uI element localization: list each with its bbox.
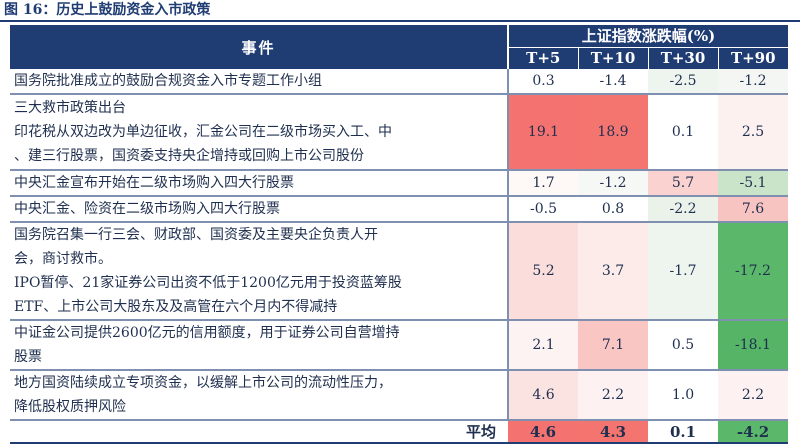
table-row: 中央汇金、险资在二级市场购入四大行股票 -0.5 0.8 -2.2 7.6 (10, 196, 789, 223)
value-cell: 7.1 (578, 320, 648, 371)
value-cell: 19.1 (508, 94, 578, 171)
table-row: 中证金公司提供2600亿元的信用额度，用于证券公司自营增持 股票 2.1 7.1… (10, 320, 789, 371)
value-cell: 2.2 (578, 370, 648, 421)
value-cell: -17.2 (718, 222, 789, 321)
event-text: 、建三行股票，国资委支持央企增持或回购上市公司股份 (14, 148, 364, 164)
value-cell: 0.5 (648, 320, 718, 371)
table-row: 三大救市政策出台 印花税从双边改为单边征收，汇金公司在二级市场买入工、中 、建三… (10, 94, 789, 171)
event-cell: 地方国资陆续成立专项资金，以缓解上市公司的流动性压力， 降低股权质押风险 (10, 370, 509, 421)
index-change-group-header: 上证指数涨跌幅(%) (508, 25, 789, 47)
value-cell: -18.1 (718, 320, 789, 371)
event-text: 股票 (14, 349, 42, 365)
value-cell: 2.1 (508, 320, 578, 371)
event-text: 印花税从双边改为单边征收，汇金公司在二级市场买入工、中 (14, 124, 392, 140)
value-cell: 5.2 (508, 222, 578, 321)
event-text: 地方国资陆续成立专项资金，以缓解上市公司的流动性压力， (14, 375, 392, 391)
value-cell: 1.0 (648, 370, 718, 421)
table-row: 中央汇金宣布开始在二级市场购入四大行股票 1.7 -1.2 5.7 -5.1 (10, 170, 789, 197)
value-cell: 1.7 (508, 170, 578, 197)
average-label: 平均 (10, 419, 508, 444)
value-cell: 0.3 (508, 69, 578, 95)
event-text: 中证金公司提供2600亿元的信用额度，用于证券公司自营增持 (14, 325, 400, 341)
value-cell: -1.2 (718, 69, 789, 95)
event-cell: 中央汇金宣布开始在二级市场购入四大行股票 (10, 170, 509, 197)
event-column-header: 事件 (10, 25, 509, 69)
average-value-cell: 4.3 (578, 419, 648, 444)
value-cell: 5.7 (648, 170, 718, 197)
event-text: 国务院召集一行三会、财政部、国资委及主要央企负责人开 (14, 227, 378, 243)
average-row: 平均 4.6 4.3 0.1 -4.2 (10, 419, 789, 444)
value-cell: 18.9 (578, 94, 648, 171)
value-cell: 4.6 (508, 370, 578, 421)
value-cell: -5.1 (718, 170, 789, 197)
event-cell: 中央汇金、险资在二级市场购入四大行股票 (10, 196, 509, 223)
value-cell: -2.5 (648, 69, 718, 95)
figure-title: 图 16：历史上鼓励资金入市政策 (0, 0, 800, 22)
value-cell: 2.5 (718, 94, 789, 171)
value-cell: -1.2 (578, 170, 648, 197)
value-cell: 7.6 (718, 196, 789, 223)
table-row: 国务院批准成立的鼓励合规资金入市专题工作小组 0.3 -1.4 -2.5 -1.… (10, 69, 789, 95)
event-cell: 国务院召集一行三会、财政部、国资委及主要央企负责人开 会，商讨救市。 IPO暂停… (10, 222, 509, 321)
event-text: 中央汇金、险资在二级市场购入四大行股票 (14, 201, 280, 217)
value-cell: 0.1 (648, 94, 718, 171)
value-cell: -0.5 (508, 196, 578, 223)
value-cell: 0.8 (578, 196, 648, 223)
table-body: 国务院批准成立的鼓励合规资金入市专题工作小组 0.3 -1.4 -2.5 -1.… (10, 69, 789, 444)
value-cell: -2.2 (648, 196, 718, 223)
value-cell: 2.2 (718, 370, 789, 421)
average-value-cell: -4.2 (718, 419, 789, 444)
value-cell: -1.7 (648, 222, 718, 321)
table-row: 国务院召集一行三会、财政部、国资委及主要央企负责人开 会，商讨救市。 IPO暂停… (10, 222, 789, 321)
table-row: 地方国资陆续成立专项资金，以缓解上市公司的流动性压力， 降低股权质押风险 4.6… (10, 370, 789, 421)
period-header-t90: T+90 (717, 46, 789, 69)
event-text: 会，商讨救市。 (14, 251, 112, 267)
event-text: 中央汇金宣布开始在二级市场购入四大行股票 (14, 175, 294, 191)
event-text: IPO暂停、21家证券公司出资不低于1200亿元用于投资蓝筹股 (14, 275, 402, 291)
policy-table: 事件 上证指数涨跌幅(%) T+5 T+10 T+30 T+90 国务院批准成立… (10, 25, 789, 444)
average-value-cell: 0.1 (648, 419, 718, 444)
period-header-t10: T+10 (577, 46, 648, 69)
value-cell: -1.4 (578, 69, 648, 95)
value-cell: 3.7 (578, 222, 648, 321)
period-header-t30: T+30 (647, 46, 718, 69)
event-text: 三大救市政策出台 (14, 100, 126, 116)
average-value-cell: 4.6 (508, 419, 578, 444)
event-cell: 三大救市政策出台 印花税从双边改为单边征收，汇金公司在二级市场买入工、中 、建三… (10, 94, 509, 171)
period-header-t5: T+5 (508, 46, 578, 69)
event-text: 国务院批准成立的鼓励合规资金入市专题工作小组 (14, 73, 322, 89)
event-text: 降低股权质押风险 (14, 399, 126, 415)
event-cell: 国务院批准成立的鼓励合规资金入市专题工作小组 (10, 69, 509, 95)
event-text: ETF、上市公司大股东及及高管在六个月内不得减持 (14, 299, 338, 315)
event-cell: 中证金公司提供2600亿元的信用额度，用于证券公司自营增持 股票 (10, 320, 509, 371)
